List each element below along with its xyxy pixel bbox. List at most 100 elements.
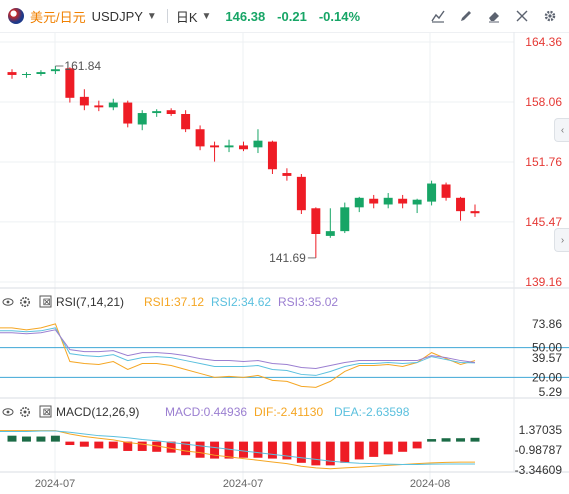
- rsi-eye-icon: [2, 298, 14, 306]
- dea-value: DEA:-2.63598: [334, 405, 410, 419]
- macd-histogram-bar: [340, 441, 350, 463]
- gear-outline: [20, 297, 30, 307]
- gear-center: [23, 300, 27, 304]
- macd-histogram-bar: [239, 441, 248, 458]
- candle-body: [398, 198, 408, 204]
- candle-body: [36, 72, 46, 74]
- period-selector[interactable]: 日K: [175, 9, 198, 25]
- macd-histogram-bar: [398, 441, 408, 452]
- macd-histogram-bar: [137, 441, 147, 451]
- candle-body: [152, 111, 162, 114]
- macd-tick-label: -3.34609: [515, 463, 563, 477]
- candle-body: [7, 72, 17, 75]
- macd-histogram-bar: [311, 441, 321, 466]
- macd-collapse-box: [39, 405, 52, 418]
- candle-body: [325, 231, 335, 236]
- collapse-panel-button[interactable]: ›: [554, 228, 569, 252]
- candle-body: [79, 96, 89, 106]
- symbol-selector[interactable]: 美元/日元 USDJPY ▼: [8, 7, 165, 26]
- candle-body: [456, 197, 466, 212]
- macd-histogram-bar: [21, 436, 31, 442]
- us-flag-icon: [8, 8, 24, 24]
- candle-body: [50, 69, 60, 72]
- macd-histogram-bar: [181, 441, 191, 456]
- rsi-tick-label: 73.86: [532, 317, 562, 331]
- eraser-icon[interactable]: [483, 6, 505, 26]
- macd-collapse-box-sign: ⊠: [43, 407, 51, 418]
- candle-body: [253, 140, 263, 148]
- gear-center: [23, 410, 27, 414]
- chart-area[interactable]: 164.36 158.06 151.76 145.47 139.16 161.84 141.…: [0, 32, 569, 494]
- rsi1-value: RSI1:37.12: [144, 295, 204, 309]
- high-annotation: 161.84: [64, 59, 101, 73]
- top-bar: 美元/日元 USDJPY ▼ 日K ▼ 146.38 -0.21 -0.14%: [0, 0, 569, 33]
- macd-histogram-bar: [50, 435, 60, 442]
- rsi-series-line-rsi3: [0, 329, 476, 369]
- candle-body: [224, 145, 234, 148]
- rsi-series-line-rsi2: [0, 327, 476, 376]
- macd-value: MACD:0.44936: [165, 405, 247, 419]
- eye-outline: [2, 408, 14, 416]
- rsi-tick-label: 39.57: [532, 351, 562, 365]
- rsi-tick-label: 5.29: [539, 385, 563, 399]
- expand-panel-button[interactable]: ‹: [554, 118, 569, 142]
- macd-histogram-bar: [456, 438, 466, 442]
- macd-histogram-bar: [282, 441, 292, 460]
- candle-body: [239, 145, 248, 150]
- macd-histogram-bar: [36, 436, 46, 442]
- rsi-tick-label: 50.00: [532, 341, 562, 355]
- macd-histogram-bar: [7, 435, 17, 442]
- candle-body: [470, 211, 480, 214]
- macd-histogram-bar: [224, 441, 234, 459]
- macd-histogram-bar: [412, 441, 422, 449]
- settings-gear-icon[interactable]: [539, 6, 561, 26]
- side-chevron-right-icon: ›: [560, 234, 565, 246]
- macd-legend: [2, 407, 30, 417]
- candle-body: [369, 198, 379, 204]
- candle-body: [210, 145, 220, 148]
- divider: [166, 9, 168, 23]
- candle-body: [181, 114, 191, 130]
- macd-histogram-bar: [296, 441, 306, 463]
- macd-histogram-bar: [195, 441, 205, 458]
- macd-tick-label: 1.37035: [519, 423, 563, 437]
- candle-body: [195, 129, 205, 147]
- rsi3-value: RSI3:35.02: [278, 295, 338, 309]
- indicator-icon[interactable]: [427, 6, 449, 26]
- macd-eye-icon: [2, 408, 14, 416]
- dif-value: DIF:-2.41130: [254, 405, 323, 419]
- rsi-tick-label: 20.00: [532, 370, 562, 384]
- macd-histogram-bar: [441, 438, 451, 442]
- macd-histogram-bar: [152, 441, 162, 452]
- candle-body: [108, 102, 118, 108]
- price-tick-label: 151.76: [525, 155, 562, 169]
- gear-outline: [20, 407, 30, 417]
- macd-histogram-bar: [267, 441, 277, 459]
- draw-pencil-icon[interactable]: [455, 6, 477, 26]
- macd-histogram-bar: [123, 441, 133, 451]
- fullscreen-icon[interactable]: [511, 6, 533, 26]
- macd-histogram-bar: [470, 437, 480, 442]
- rsi-collapse-box: [39, 295, 52, 308]
- symbol-code: USDJPY: [91, 8, 143, 24]
- macd-label: MACD(12,26,9): [56, 405, 139, 419]
- macd-histogram-bar: [383, 441, 393, 455]
- macd-histogram-bar: [325, 441, 335, 466]
- period-chevron-down-icon[interactable]: ▼: [201, 10, 212, 22]
- candle-body: [354, 197, 364, 208]
- rsi-collapse-box-sign: ⊠: [43, 297, 51, 308]
- macd-histogram-bar: [210, 441, 220, 459]
- candle-body: [166, 110, 176, 114]
- candle-body: [94, 105, 104, 108]
- last-price: 146.38: [225, 8, 266, 24]
- price-tick-label: 158.06: [525, 95, 562, 109]
- eye-outline: [2, 298, 14, 306]
- eye-pupil: [6, 300, 10, 304]
- macd-histogram-bar: [108, 441, 118, 449]
- macd-histogram-bar: [369, 441, 379, 457]
- price-tick-label: 145.47: [525, 215, 562, 229]
- candle-body: [412, 199, 422, 205]
- macd-histogram-bar: [94, 441, 104, 449]
- candle-body: [21, 74, 31, 75]
- candle-body: [296, 176, 306, 211]
